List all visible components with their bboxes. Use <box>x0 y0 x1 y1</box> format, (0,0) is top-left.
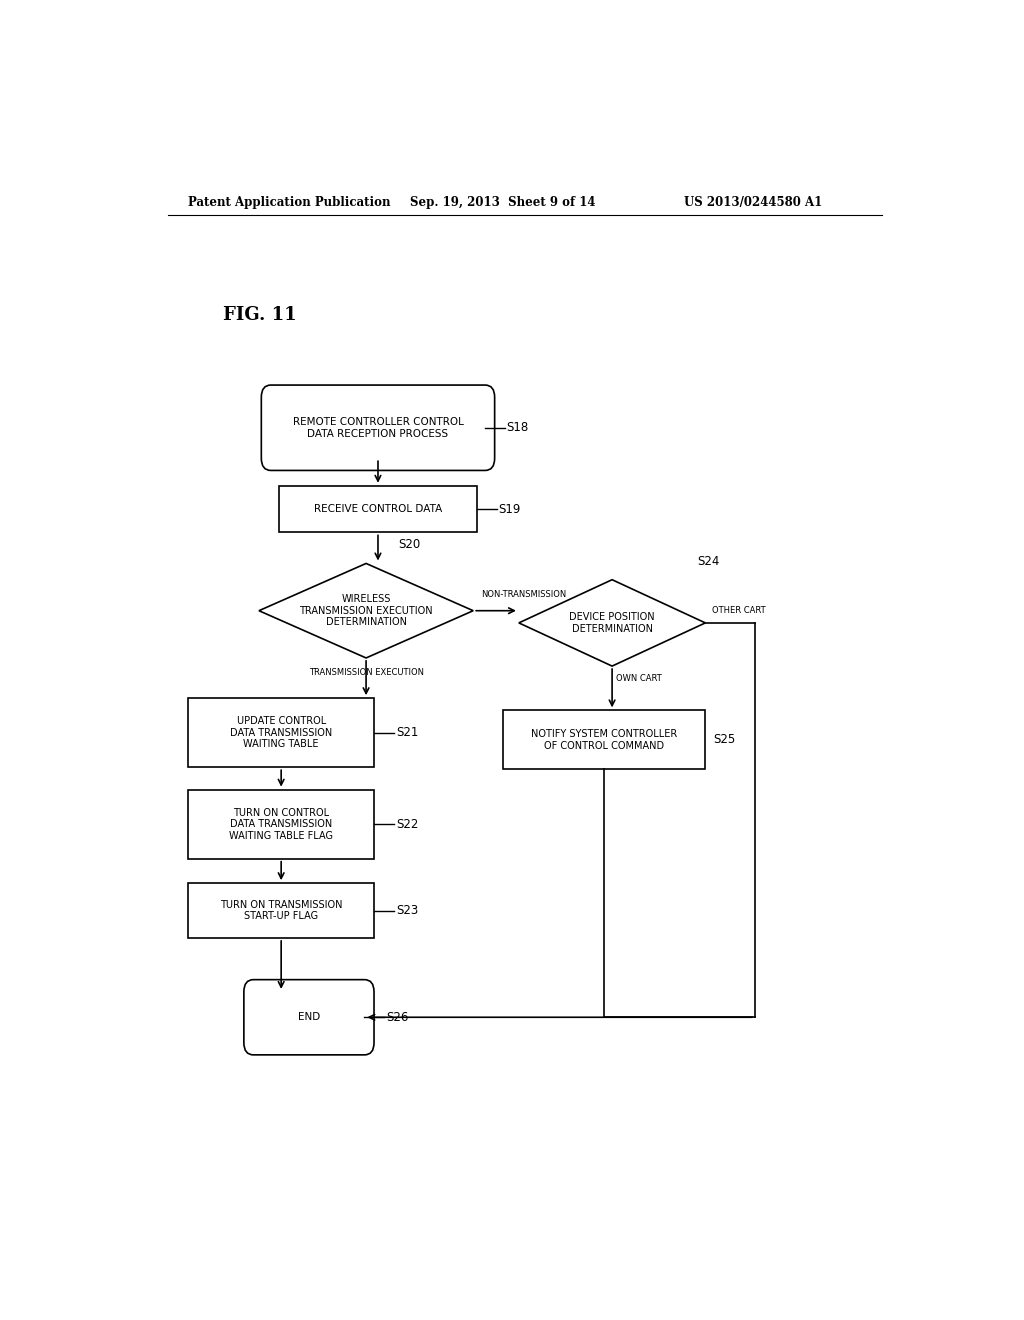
Polygon shape <box>259 564 473 657</box>
Text: TURN ON TRANSMISSION
START-UP FLAG: TURN ON TRANSMISSION START-UP FLAG <box>220 900 342 921</box>
Text: WIRELESS
TRANSMISSION EXECUTION
DETERMINATION: WIRELESS TRANSMISSION EXECUTION DETERMIN… <box>299 594 433 627</box>
Bar <box>188 883 375 939</box>
Text: DEVICE POSITION
DETERMINATION: DEVICE POSITION DETERMINATION <box>569 612 655 634</box>
FancyBboxPatch shape <box>261 385 495 470</box>
Polygon shape <box>519 579 706 667</box>
Text: S19: S19 <box>499 503 521 516</box>
Text: NON-TRANSMISSION: NON-TRANSMISSION <box>481 590 566 598</box>
Text: Sep. 19, 2013  Sheet 9 of 14: Sep. 19, 2013 Sheet 9 of 14 <box>410 195 595 209</box>
Text: TRANSMISSION EXECUTION: TRANSMISSION EXECUTION <box>308 668 424 677</box>
Text: US 2013/0244580 A1: US 2013/0244580 A1 <box>684 195 822 209</box>
Text: S23: S23 <box>396 904 418 917</box>
Text: S20: S20 <box>397 539 420 552</box>
Text: S25: S25 <box>714 734 735 746</box>
Bar <box>188 698 375 767</box>
Text: RECEIVE CONTROL DATA: RECEIVE CONTROL DATA <box>314 504 442 513</box>
Text: FIG. 11: FIG. 11 <box>223 306 297 323</box>
Text: Patent Application Publication: Patent Application Publication <box>187 195 390 209</box>
Text: NOTIFY SYSTEM CONTROLLER
OF CONTROL COMMAND: NOTIFY SYSTEM CONTROLLER OF CONTROL COMM… <box>531 729 677 751</box>
Text: TURN ON CONTROL
DATA TRANSMISSION
WAITING TABLE FLAG: TURN ON CONTROL DATA TRANSMISSION WAITIN… <box>229 808 333 841</box>
Text: OWN CART: OWN CART <box>616 675 662 684</box>
Bar <box>503 710 706 770</box>
Text: UPDATE CONTROL
DATA TRANSMISSION
WAITING TABLE: UPDATE CONTROL DATA TRANSMISSION WAITING… <box>230 715 333 750</box>
Bar <box>279 486 477 532</box>
Text: S22: S22 <box>396 817 418 830</box>
Text: S21: S21 <box>396 726 418 739</box>
Text: END: END <box>298 1012 321 1022</box>
FancyBboxPatch shape <box>244 979 374 1055</box>
Text: OTHER CART: OTHER CART <box>712 606 765 615</box>
Bar <box>188 789 375 859</box>
Text: S26: S26 <box>386 1011 409 1024</box>
Text: REMOTE CONTROLLER CONTROL
DATA RECEPTION PROCESS: REMOTE CONTROLLER CONTROL DATA RECEPTION… <box>293 417 464 438</box>
Text: S18: S18 <box>507 421 528 434</box>
Text: S24: S24 <box>697 554 720 568</box>
